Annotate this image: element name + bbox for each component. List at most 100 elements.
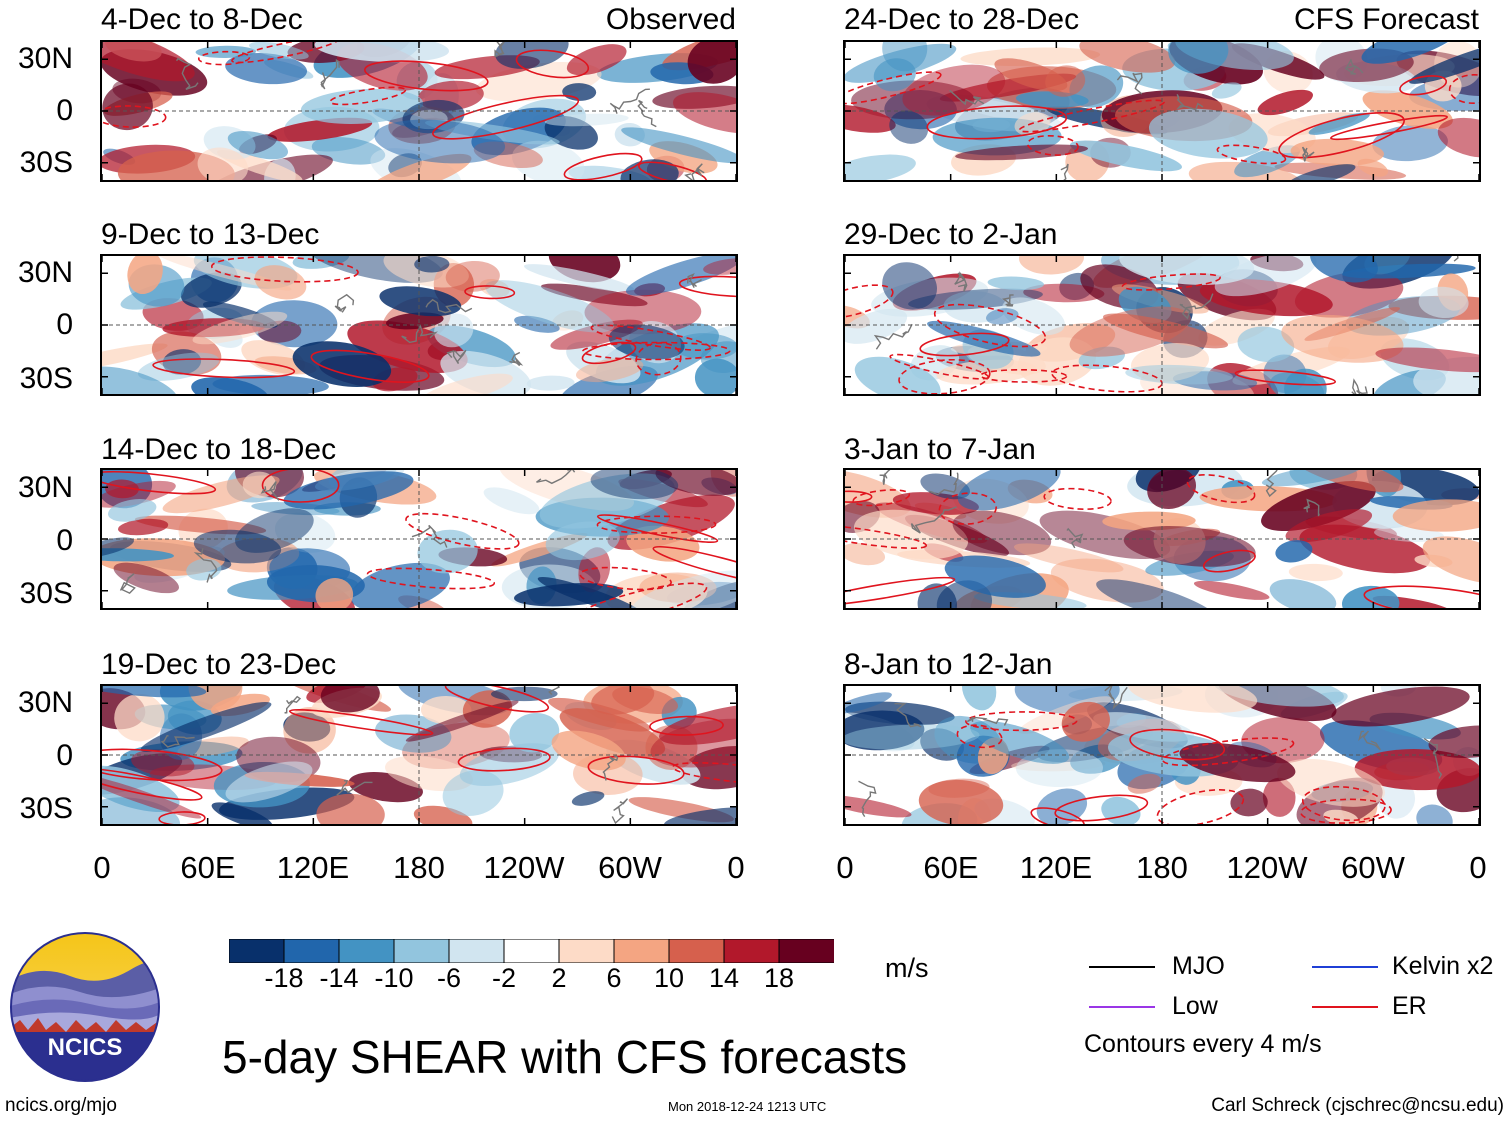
- er-contour: [1030, 807, 1085, 824]
- map-panel-3: [100, 468, 738, 610]
- anomaly-blob: [1257, 89, 1313, 116]
- coastline: [1001, 294, 1014, 307]
- er-contour: [845, 490, 873, 503]
- x-tick-right-180: 180: [1136, 850, 1188, 885]
- anomaly-blob: [292, 256, 350, 269]
- anomaly-blob: [1261, 470, 1361, 487]
- coastline: [446, 349, 467, 364]
- anomaly-blob: [873, 58, 916, 92]
- anomaly-blob: [405, 700, 519, 742]
- coastline: [1344, 58, 1364, 75]
- anomaly-blob: [1096, 579, 1218, 608]
- colorbar-swatch: [503, 939, 560, 963]
- anomaly-blob: [544, 113, 629, 127]
- anomaly-blob: [134, 515, 267, 535]
- er-contour: [1216, 144, 1287, 165]
- map-panel-2: [100, 254, 738, 396]
- anomaly-blob: [1234, 145, 1301, 178]
- anomaly-blob: [108, 499, 157, 522]
- er-contour: [102, 767, 203, 801]
- coastline: [1265, 470, 1278, 498]
- er-contour: [678, 275, 736, 298]
- anomaly-blob: [379, 286, 462, 317]
- anomaly-blob: [566, 44, 627, 76]
- anomaly-blob: [102, 686, 207, 698]
- legend-kelvin-label: Kelvin x2: [1392, 952, 1494, 980]
- coastline: [536, 470, 576, 485]
- x-tick-right-60w: 60W: [1341, 850, 1405, 885]
- colorbar-swatch: [338, 939, 395, 963]
- er-contour: [1330, 114, 1448, 141]
- anomaly-blob: [1354, 749, 1479, 791]
- er-contour: [1202, 549, 1256, 573]
- anomaly-blob: [1269, 579, 1337, 608]
- anomaly-blob: [1070, 140, 1182, 172]
- er-contour: [965, 711, 1078, 732]
- y-tick-30n-3: 30N: [17, 471, 73, 504]
- shear-field: [102, 470, 736, 608]
- anomaly-blob: [590, 470, 679, 500]
- anomaly-blob: [314, 42, 450, 63]
- colorbar-swatch: [393, 939, 450, 963]
- colorbar-swatch: [558, 939, 615, 963]
- anomaly-blob: [559, 708, 666, 758]
- anomaly-blob: [1437, 117, 1479, 158]
- er-contour: [1363, 585, 1479, 608]
- er-contour: [1186, 474, 1256, 504]
- anomaly-blob: [664, 807, 736, 824]
- anomaly-blob: [445, 260, 500, 292]
- coastline: [1060, 163, 1069, 180]
- er-contour: [432, 94, 580, 140]
- y-tick-30n-4: 30N: [17, 686, 73, 719]
- anomaly-blob: [943, 291, 1007, 323]
- anomaly-blob: [845, 308, 908, 344]
- x-tick-right-360: 0: [1469, 850, 1487, 885]
- coastline: [494, 42, 505, 58]
- anomaly-blob: [571, 791, 605, 806]
- colorbar-tick-3: -10: [374, 963, 414, 993]
- er-contour: [596, 514, 719, 544]
- colorbar-tick-7: 6: [606, 963, 622, 993]
- anomaly-blob: [1127, 773, 1162, 794]
- er-contour: [845, 576, 956, 606]
- footer-url[interactable]: ncics.org/mjo: [5, 1095, 117, 1116]
- anomaly-blob: [102, 480, 176, 508]
- coastline: [119, 573, 136, 594]
- anomaly-blob: [1123, 525, 1256, 567]
- anomaly-blob: [374, 119, 506, 164]
- anomaly-blob: [1001, 297, 1065, 335]
- y-tick-0-3: 0: [56, 524, 73, 557]
- anomaly-blob: [1211, 82, 1242, 99]
- anomaly-blob: [1102, 313, 1229, 349]
- coastline: [401, 324, 438, 344]
- x-tick-left-0: 0: [93, 850, 111, 885]
- anomaly-blob: [523, 264, 635, 292]
- anomaly-blob: [845, 724, 980, 750]
- anomaly-blob: [254, 265, 307, 300]
- anomaly-blob: [655, 470, 736, 496]
- x-tick-right-120w: 120W: [1226, 850, 1308, 885]
- coastline: [176, 57, 199, 90]
- anomaly-blob: [639, 572, 717, 603]
- colorbar-tick-9: 14: [708, 963, 740, 993]
- anomaly-blob: [1310, 256, 1378, 283]
- footer-credit: Carl Schreck (cjschrec@ncsu.edu): [1211, 1095, 1504, 1116]
- coastline: [928, 472, 959, 496]
- anomaly-blob: [1237, 326, 1295, 363]
- anomaly-blob: [889, 110, 929, 144]
- anomaly-blob: [193, 529, 282, 564]
- colorbar-tick-2: -14: [319, 963, 359, 993]
- anomaly-blob: [191, 377, 269, 394]
- anomaly-blob: [315, 578, 354, 608]
- er-contour: [1129, 728, 1226, 761]
- x-tick-left-360: 0: [727, 850, 745, 885]
- anomaly-blob: [1270, 372, 1325, 394]
- colorbar: [229, 939, 834, 963]
- legend-er-line: [1312, 1006, 1378, 1008]
- er-contour: [563, 152, 643, 180]
- er-contour: [210, 256, 359, 283]
- colorbar-tick-4: -6: [436, 963, 462, 993]
- ncics-logo: NCICS: [10, 932, 160, 1082]
- panel-title-2: 9-Dec to 13-Dec: [101, 218, 320, 251]
- anomaly-blob: [509, 712, 560, 753]
